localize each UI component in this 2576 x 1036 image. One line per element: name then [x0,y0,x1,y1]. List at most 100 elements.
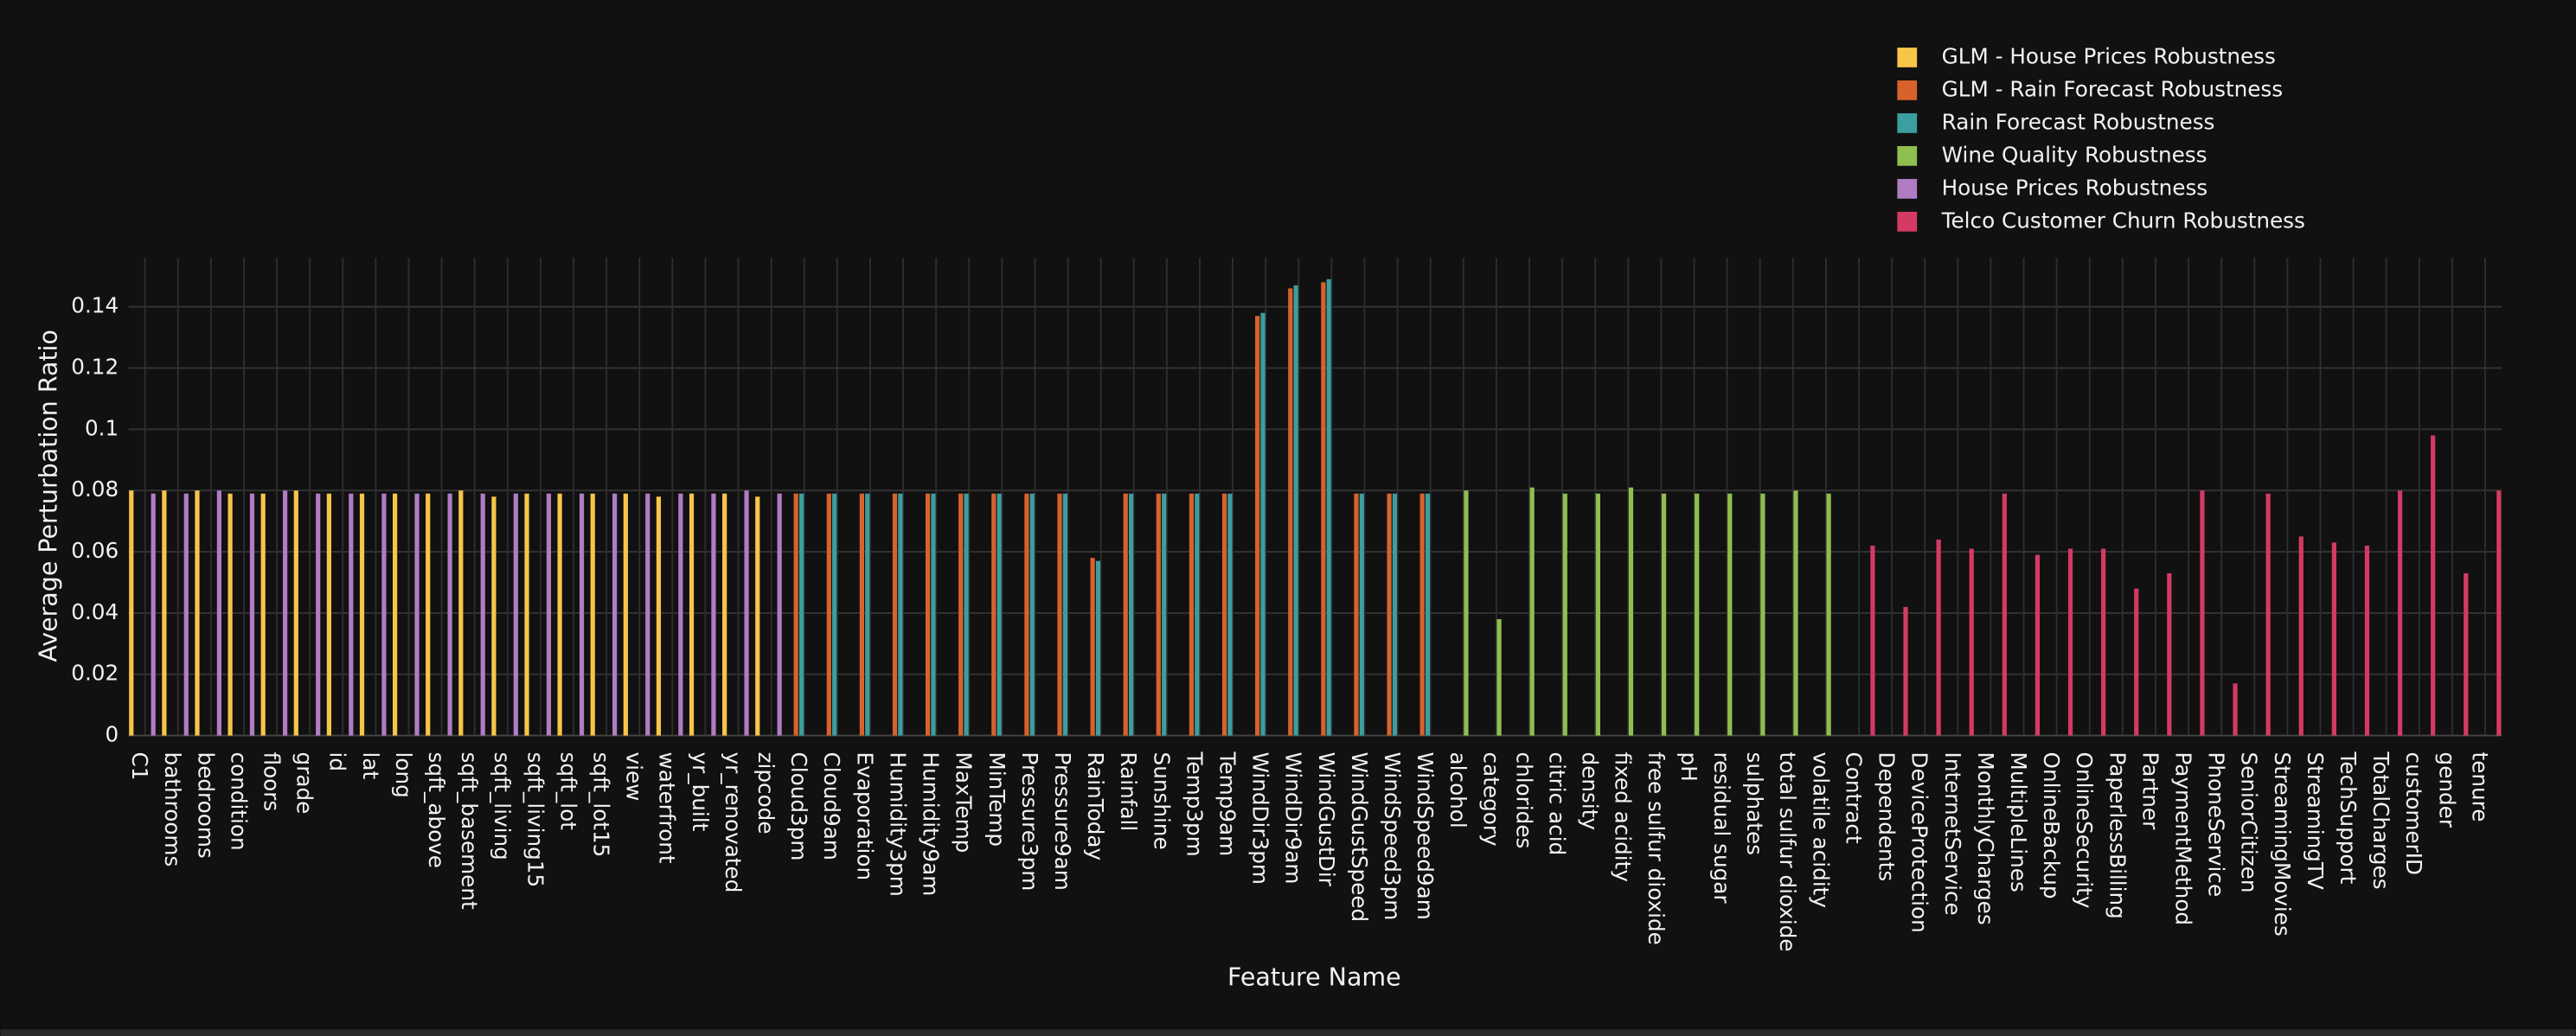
x-axis-title: Feature Name [1227,963,1401,992]
x-tick-label: WindDir9am [1281,752,1306,885]
x-tick-label: Humidity9am [919,752,944,897]
x-tick-label: alcohol [1445,752,1471,828]
bar [1595,493,1600,736]
bar [1562,493,1567,736]
bar [958,493,964,736]
bar [1695,493,1700,736]
bar [1936,539,1941,736]
x-tick-label: Contract [1841,752,1866,844]
x-tick-label: sqft_basement [457,752,482,910]
x-tick-label: gender [2434,752,2459,828]
bar [865,493,870,736]
bar [1727,493,1733,736]
x-tick-label: lat [358,752,383,780]
bar [249,493,255,736]
bar [2067,548,2073,736]
bar [722,493,727,736]
bar [2035,554,2041,736]
bar [195,490,200,736]
x-tick-label: chlorides [1511,752,1536,849]
x-tick-label: RainToday [1083,752,1108,861]
y-tick-label: 0.12 [71,355,119,380]
x-tick-label: Evaporation [852,752,877,881]
bar [557,493,562,736]
x-tick-label: Cloud9am [819,752,844,860]
x-tick-label: MultipleLines [2006,752,2031,892]
bar [826,493,831,736]
bar [1760,493,1765,736]
bar [129,490,134,736]
x-tick-label: fixed acidity [1611,752,1636,882]
bar [926,493,931,736]
bar [656,496,662,736]
bar [1057,493,1062,736]
bar [2167,572,2172,736]
x-tick-label: WindSpeed9am [1413,752,1438,920]
bar [1392,493,1398,736]
x-tick-label: Rainfall [1116,752,1141,832]
x-tick-label: yr_built [688,752,713,832]
bar [1162,493,1167,736]
legend-swatch [1897,145,1918,166]
bar [458,490,464,736]
bar [162,490,167,736]
bar [1793,490,1798,736]
bar [859,493,865,736]
legend-label: Wine Quality Robustness [1942,142,2208,167]
x-tick-label: bedrooms [193,752,218,859]
scrollbar [0,1029,2576,1036]
bar [2101,548,2106,736]
x-tick-label: category [1478,752,1503,847]
bar [1195,493,1200,736]
x-tick-label: MaxTemp [952,752,977,854]
x-tick-label: sqft_living [490,752,515,860]
bar [480,493,485,736]
bar [524,493,529,736]
bar [1260,312,1266,736]
bar [1090,558,1095,736]
x-tick-label: InternetService [1940,752,1965,916]
legend-label: House Prices Robustness [1942,175,2208,200]
x-tick-label: sqft_living15 [522,752,548,888]
x-tick-label: zipcode [753,752,779,835]
x-tick-label: free sulfur dioxide [1644,752,1669,945]
x-tick-label: residual sugar [1709,752,1734,905]
y-tick-label: 0.08 [71,476,119,502]
bar [1189,493,1195,736]
bar [2464,572,2469,736]
x-tick-label: pH [1676,752,1701,782]
bar [991,493,996,736]
legend-swatch [1897,211,1918,232]
bar [282,490,288,736]
bar [2331,542,2336,736]
bar [1359,493,1364,736]
x-tick-label: MonthlyCharges [1973,752,1998,925]
bar [2298,536,2304,736]
bar [711,493,716,736]
bar [793,493,798,736]
bar [2265,493,2271,736]
x-tick-label: MinTemp [984,752,1009,847]
y-tick-label: 0 [106,722,119,747]
legend-label: Rain Forecast Robustness [1942,109,2215,134]
bar [2233,683,2238,736]
x-tick-label: long [391,752,416,798]
bar [892,493,898,736]
bar [349,493,354,736]
bar [2397,490,2403,736]
bar [1288,288,1293,736]
bar [2364,545,2370,736]
bar [491,496,497,736]
bar [216,490,221,736]
bar [832,493,837,736]
x-tick-label: sulphates [1742,752,1767,855]
x-tick-label: customerID [2401,752,2426,875]
bar [1425,493,1431,736]
x-tick-label: TechSupport [2336,751,2361,885]
x-tick-label: Dependents [1874,752,1900,882]
bar [1156,493,1161,736]
bar [2002,493,2007,736]
x-tick-label: OnlineBackup [2039,752,2064,899]
x-tick-label: yr_renovated [721,752,746,893]
